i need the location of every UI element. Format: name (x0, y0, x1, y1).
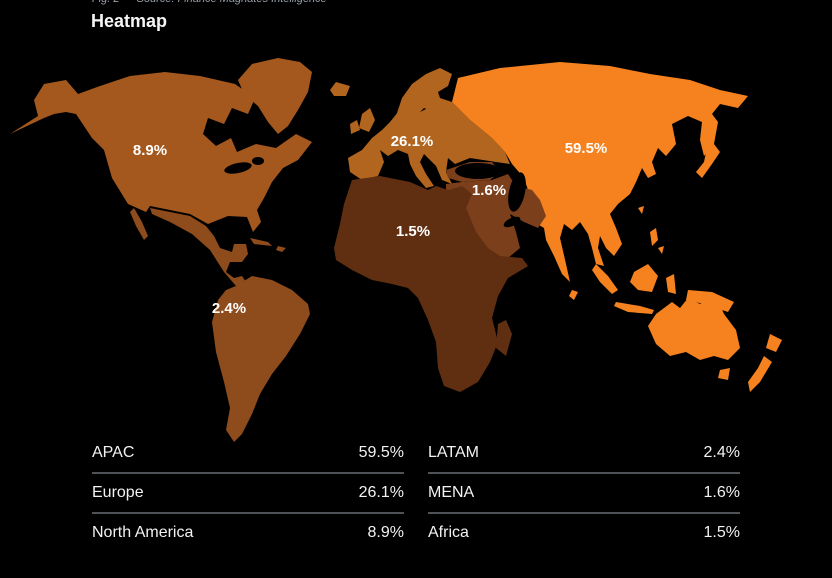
caspian-sea-overlay (508, 172, 526, 212)
legend-column-right: LATAM 2.4% MENA 1.6% Africa 1.5% (428, 434, 740, 552)
legend-row-europe: Europe 26.1% (92, 474, 404, 514)
region-scandinavia (396, 68, 452, 122)
world-map: 8.9% 26.1% 59.5% 1.6% 1.5% 2.4% (10, 58, 782, 442)
region-philippines-south (658, 246, 664, 254)
legend-label: LATAM (428, 444, 479, 461)
region-uk (359, 108, 375, 132)
map-label-apac: 59.5% (565, 140, 608, 157)
region-europe (348, 98, 510, 188)
legend-label: APAC (92, 444, 135, 461)
map-label-mena: 1.6% (472, 182, 506, 199)
legend-row-apac: APAC 59.5% (92, 434, 404, 474)
legend-row-north-america: North America 8.9% (92, 514, 404, 552)
legend-label: Africa (428, 524, 469, 541)
map-label-north-america: 8.9% (133, 142, 167, 159)
region-africa (334, 176, 528, 392)
region-north-america (10, 72, 312, 232)
map-label-latam: 2.4% (212, 300, 246, 317)
region-cuba (250, 238, 272, 246)
region-borneo (630, 264, 658, 292)
region-java (614, 302, 654, 314)
legend-row-africa: Africa 1.5% (428, 514, 740, 552)
page-title: Heatmap (91, 11, 168, 31)
region-apac-asia (452, 62, 748, 282)
great-lakes-overlay-2 (252, 157, 264, 165)
legend-value: 26.1% (358, 484, 404, 501)
legend-value: 2.4% (703, 444, 740, 461)
region-australia (648, 296, 740, 360)
legend-value: 1.5% (703, 524, 740, 541)
legend-label: Europe (92, 484, 144, 501)
region-hispaniola (276, 246, 286, 252)
legend-value: 59.5% (358, 444, 404, 461)
persian-gulf-overlay (503, 216, 521, 228)
legend-table: APAC 59.5% Europe 26.1% North America 8.… (92, 434, 740, 552)
region-taiwan (638, 206, 644, 214)
legend-label: MENA (428, 484, 475, 501)
region-ireland (350, 120, 360, 134)
black-sea-overlay (455, 163, 501, 179)
map-label-europe: 26.1% (391, 133, 434, 150)
region-philippines-north (650, 228, 658, 246)
region-sulawesi (666, 274, 676, 294)
region-madagascar (496, 320, 512, 356)
legend-column-left: APAC 59.5% Europe 26.1% North America 8.… (92, 434, 404, 552)
region-central-america (150, 208, 248, 286)
map-label-africa: 1.5% (396, 223, 430, 240)
region-sumatra (592, 264, 618, 294)
region-sri-lanka (569, 290, 578, 300)
region-iceland (330, 82, 350, 96)
region-tasmania (718, 368, 730, 380)
region-south-america (212, 276, 310, 442)
figure-caption: Fig. 2 — Source: Finance Magnates Intell… (92, 0, 327, 5)
region-nz-north (766, 334, 782, 352)
legend-row-latam: LATAM 2.4% (428, 434, 740, 474)
legend-label: North America (92, 524, 194, 541)
great-lakes-overlay-1 (224, 162, 252, 174)
legend-value: 8.9% (367, 524, 404, 541)
region-nz-south (748, 356, 772, 392)
legend-row-mena: MENA 1.6% (428, 474, 740, 514)
region-baja (130, 208, 148, 240)
region-greenland (238, 58, 312, 134)
legend-value: 1.6% (703, 484, 740, 501)
region-japan (696, 144, 720, 178)
